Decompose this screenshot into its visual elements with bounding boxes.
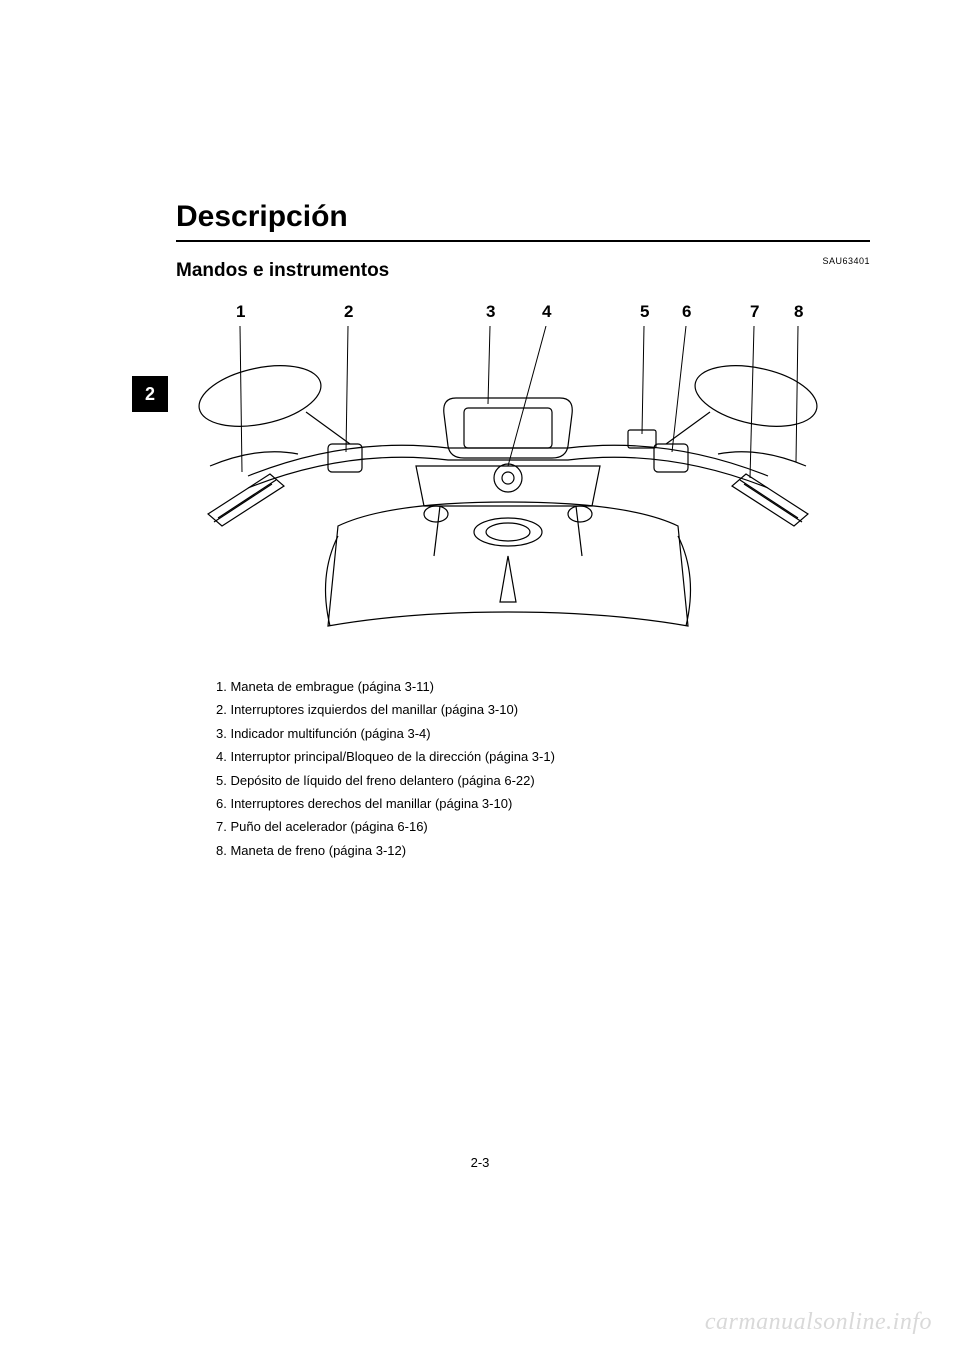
callout-label: 4	[542, 302, 551, 322]
title-rule	[176, 240, 870, 242]
callout-label: 6	[682, 302, 691, 322]
legend-item: 6. Interruptores derechos del manillar (…	[216, 792, 870, 815]
page-number: 2-3	[0, 1155, 960, 1170]
figure-legend: 1. Maneta de embrague (página 3-11)2. In…	[176, 675, 870, 862]
callout-label: 1	[236, 302, 245, 322]
callout-label: 5	[640, 302, 649, 322]
legend-item: 1. Maneta de embrague (página 3-11)	[216, 675, 870, 698]
handlebar-diagram	[188, 326, 828, 646]
figure-callout-row: 1 2 3 4 5 6 7 8	[188, 302, 828, 326]
callout-label: 7	[750, 302, 759, 322]
legend-item: 8. Maneta de freno (página 3-12)	[216, 839, 870, 862]
callout-label: 8	[794, 302, 803, 322]
chapter-title: Descripción	[176, 200, 870, 234]
callout-label: 3	[486, 302, 495, 322]
legend-item: 2. Interruptores izquierdos del manillar…	[216, 698, 870, 721]
legend-item: 4. Interruptor principal/Bloqueo de la d…	[216, 745, 870, 768]
legend-item: 7. Puño del acelerador (página 6-16)	[216, 815, 870, 838]
figure-container: 1 2 3 4 5 6 7 8	[188, 302, 828, 651]
chapter-tab: 2	[132, 376, 168, 412]
legend-item: 5. Depósito de líquido del freno delante…	[216, 769, 870, 792]
legend-item: 3. Indicador multifunción (página 3-4)	[216, 722, 870, 745]
section-title: Mandos e instrumentos	[176, 260, 870, 282]
watermark: carmanualsonline.info	[705, 1309, 932, 1336]
manual-page: Descripción SAU63401 Mandos e instrument…	[0, 0, 960, 1358]
document-code: SAU63401	[822, 256, 870, 266]
callout-label: 2	[344, 302, 353, 322]
